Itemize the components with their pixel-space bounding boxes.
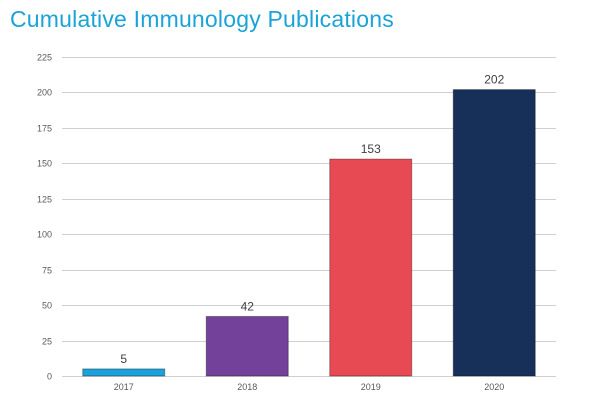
y-tick-label: 225 <box>37 53 52 63</box>
y-tick-label: 125 <box>37 195 52 205</box>
bar-2020 <box>452 89 536 377</box>
y-tick-label: 0 <box>47 372 52 382</box>
data-label: 5 <box>120 352 127 366</box>
data-label: 202 <box>484 73 504 87</box>
data-label: 42 <box>241 299 255 313</box>
data-label: 153 <box>361 142 381 156</box>
y-tick-label: 175 <box>37 124 52 134</box>
x-axis-tick-labels: 2017 2018 2019 2020 <box>114 382 505 392</box>
chart-title: Cumulative Immunology Publications <box>10 6 394 32</box>
y-tick-label: 100 <box>37 230 52 240</box>
y-tick-label: 200 <box>37 88 52 98</box>
x-tick-label: 2017 <box>114 382 134 392</box>
bar-2017 <box>82 368 166 377</box>
y-tick-label: 25 <box>42 337 52 347</box>
bar-2019 <box>329 158 413 377</box>
y-tick-label: 50 <box>42 301 52 311</box>
x-tick-label: 2020 <box>484 382 504 392</box>
x-tick-label: 2018 <box>237 382 257 392</box>
y-tick-label: 150 <box>37 159 52 169</box>
y-tick-label: 75 <box>42 266 52 276</box>
bars <box>82 89 536 377</box>
x-tick-label: 2019 <box>361 382 381 392</box>
y-axis-tick-labels: 0 25 50 75 100 125 150 175 200 225 <box>37 53 52 382</box>
bar-2018 <box>205 315 289 377</box>
data-labels: 5 42 153 202 <box>120 73 504 366</box>
